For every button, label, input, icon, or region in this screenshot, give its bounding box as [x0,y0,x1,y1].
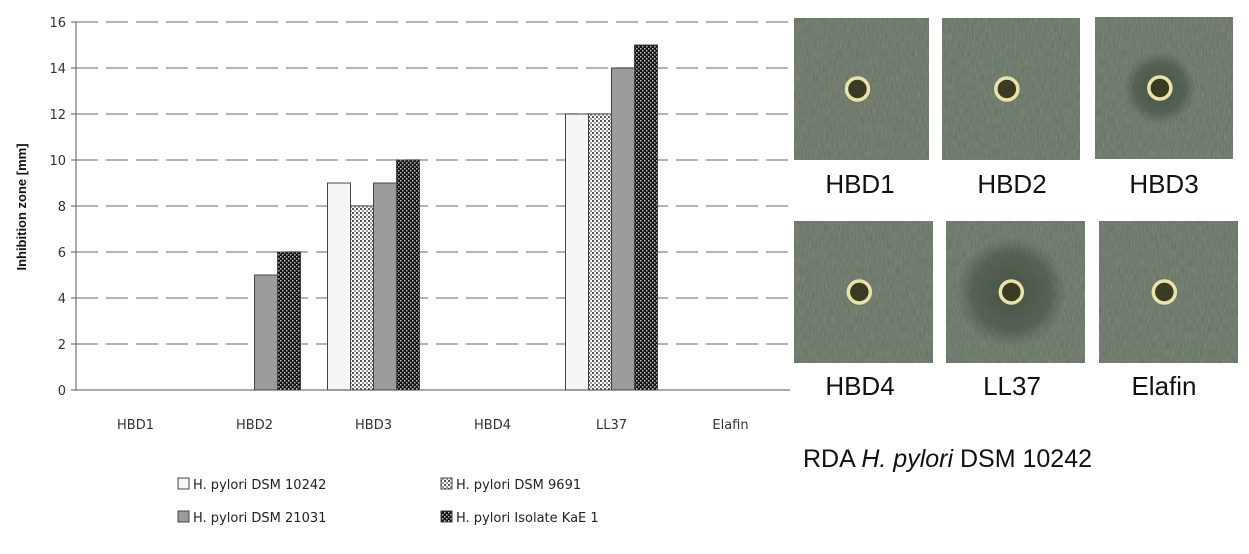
y-tick-label: 14 [49,62,66,77]
photo-label: HBD1 [825,169,894,199]
y-axis-label: Inhibition zone [mm] [14,143,29,270]
caption-suffix: DSM 10242 [953,445,1092,473]
caption-prefix: RDA [803,445,861,473]
well-hole [998,279,1025,305]
x-category-label: HBD2 [236,418,273,433]
bar-ll37-series-2 [588,113,612,391]
legend-swatch [177,477,190,490]
photo-label: HBD2 [977,169,1046,199]
bar-hbd2-series-4 [277,251,301,391]
photo-hbd1: HBD1 [794,18,929,199]
legend-swatch [440,477,453,490]
well-hole [1151,279,1178,305]
x-category-label: HBD4 [474,418,511,433]
y-tick-label: 10 [49,154,66,169]
photo-caption: RDA H. pylori DSM 10242 [803,445,1092,473]
photo-hbd2: HBD2 [942,18,1080,199]
x-category-label: HBD1 [117,418,154,433]
x-category-label: LL37 [596,418,627,433]
photo-hbd4: HBD4 [794,221,933,401]
well-hole [1147,75,1173,101]
bar-hbd3-series-4 [396,159,420,391]
legend-entry: H. pylori DSM 9691 [456,478,581,493]
y-tick-label: 16 [49,16,66,31]
photo-label: HBD4 [825,371,894,401]
caption-italic: H. pylori [861,445,954,473]
bars [254,44,658,391]
legend-entry: H. pylori DSM 10242 [193,478,326,493]
bar-hbd3-series-1 [327,182,351,391]
y-tick-label: 4 [58,292,66,307]
x-axis-categories: HBD1 HBD2 HBD3 HBD4 LL37 Elafin [117,418,749,433]
bar-ll37-series-4 [634,44,658,391]
rda-photos: HBD1 HBD2 HBD3 HBD4 LL37 Elafin [794,17,1238,401]
well-hole [846,279,873,305]
photo-elafin: Elafin [1099,221,1238,401]
y-tick-label: 8 [58,200,66,215]
legend-entry: H. pylori Isolate KaE 1 [456,511,599,526]
bar-hbd2-series-3 [254,274,278,391]
y-tick-label: 2 [58,338,66,353]
well-hole [844,76,871,102]
y-tick-label: 12 [49,108,66,123]
photo-label: HBD3 [1129,169,1198,199]
photo-hbd3: HBD3 [1095,17,1233,199]
legend: H. pylori DSM 10242 H. pylori DSM 9691 H. … [177,477,599,526]
y-axis-ticks: 0 2 4 6 8 10 12 14 16 [49,16,76,399]
x-category-label: Elafin [712,418,748,433]
legend-swatch [177,510,190,523]
bar-hbd3-series-3 [373,182,397,391]
bar-ll37-series-3 [611,67,635,391]
legend-swatch [440,510,453,523]
well-hole [994,76,1020,102]
bar-ll37-series-1 [565,113,589,391]
photo-label: LL37 [983,371,1041,401]
photo-ll37: LL37 [946,221,1085,401]
gridlines [76,21,790,345]
legend-entry: H. pylori DSM 21031 [193,511,326,526]
photo-label: Elafin [1131,371,1196,401]
bar-hbd3-series-2 [350,205,374,391]
y-tick-label: 6 [58,246,66,261]
y-tick-label: 0 [58,384,66,399]
x-category-label: HBD3 [355,418,392,433]
